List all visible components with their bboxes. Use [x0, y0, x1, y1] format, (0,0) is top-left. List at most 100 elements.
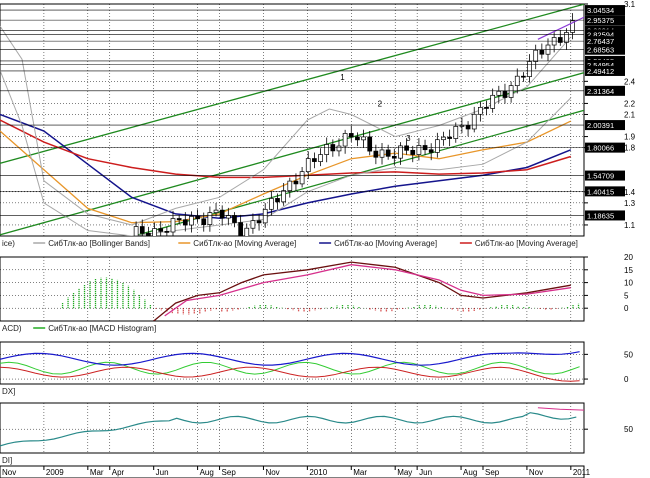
dmi-lines — [0, 351, 580, 382]
candle-body — [404, 145, 409, 151]
y-tick-label: 50 — [624, 425, 633, 434]
candle-body — [164, 231, 170, 233]
price-tag-box — [585, 44, 625, 55]
candle-body — [287, 180, 293, 191]
time-tick-label: Jun — [156, 468, 169, 477]
candle-body — [312, 158, 317, 162]
macd-histogram-bars — [61, 277, 580, 315]
legend-label: ice) — [2, 239, 15, 248]
candle-body — [299, 171, 305, 185]
y-tick-label: 1.1 — [624, 221, 636, 230]
legend-label: ACD) — [2, 324, 22, 333]
candle-body — [225, 215, 231, 219]
price-tag-label: 2.54954 — [587, 61, 614, 70]
legend-label: СибТлк-ао [Bollinger Bands] — [48, 239, 150, 248]
legend-label: DX] — [2, 387, 15, 396]
y-tick-label: 1.8 — [624, 144, 636, 153]
dmi-panel[interactable]: 50 0 DX] — [0, 341, 633, 396]
candle-body — [447, 136, 452, 139]
candle-body — [416, 145, 422, 155]
price-tag-box — [585, 65, 625, 76]
candle-body — [502, 90, 508, 98]
candle-body — [355, 136, 360, 141]
time-axis[interactable]: Nov 2009 Mar Apr Jun Aug Sep Nov 2010 Mar May Jun Au… — [0, 465, 591, 478]
candle-body — [398, 145, 403, 159]
price-tag-box — [585, 5, 625, 16]
price-tag-label: 2.49412 — [587, 67, 614, 76]
channel-label: 2 — [378, 100, 383, 109]
price-tag-label: 2.68563 — [587, 46, 614, 55]
price-tag-label: 1.54709 — [587, 172, 614, 181]
candle-body — [207, 212, 213, 225]
time-tick-label: Nov — [265, 468, 279, 477]
dmi-minus-line — [0, 366, 580, 382]
y-tick-label: 1.4 — [624, 188, 636, 197]
candle-body — [133, 226, 139, 236]
legend-label: СибТлк-ао [MACD Histogram] — [48, 324, 156, 333]
candle-body — [441, 136, 446, 141]
price-tag-box — [585, 36, 625, 47]
candle-body — [391, 155, 397, 159]
y-tick-label: 1.3 — [624, 199, 636, 208]
candle-body — [465, 125, 471, 130]
y-tick-label: 10 — [624, 279, 633, 288]
price-tag-label: 3.04534 — [587, 6, 614, 15]
y-tick-label: 15 — [624, 266, 633, 275]
price-tag-box — [585, 59, 625, 70]
candle-body — [201, 218, 207, 225]
candle-body — [176, 218, 182, 221]
price-tag-label: 1.18635 — [587, 211, 614, 220]
time-tick-label: Nov — [2, 468, 16, 477]
time-tick-label: Mar — [353, 468, 367, 477]
time-tick-label: Aug — [463, 468, 477, 477]
price-tag-label: 2.31364 — [587, 87, 614, 96]
moving-average-blue-line — [0, 113, 572, 220]
candle-body — [170, 218, 176, 233]
candlesticks — [133, 13, 584, 236]
candle-body — [453, 126, 459, 139]
macd-axis-ticks: 20 15 10 5 0 — [584, 253, 633, 313]
price-level-tags: 3.045342.953752.862142.825942.764372.685… — [0, 5, 625, 221]
candle-body — [139, 226, 145, 234]
adx-legend: DI] — [2, 456, 12, 465]
trend-channel-lines — [0, 4, 584, 236]
price-tag-box — [585, 210, 625, 221]
time-tick-label: May — [397, 468, 412, 477]
candle-body — [250, 220, 256, 229]
y-tick-label: 50 — [624, 350, 633, 359]
price-tag-box — [585, 170, 625, 181]
candle-body — [256, 220, 262, 224]
candle-body — [484, 107, 489, 109]
time-tick-label: 2010 — [309, 468, 327, 477]
adx-dmi-line — [0, 351, 580, 366]
candle-body — [293, 180, 299, 185]
dmi-legend: DX] — [2, 387, 15, 396]
candle-body — [158, 228, 164, 232]
candle-body — [336, 145, 342, 152]
time-tick-label: Jun — [419, 468, 432, 477]
price-tag-box — [585, 15, 625, 26]
legend-label: СибТлк-ао [Moving Average] — [334, 239, 437, 248]
candle-body — [238, 222, 243, 236]
time-tick-label: Sep — [222, 468, 237, 477]
candle-body — [379, 149, 385, 158]
candle-body — [514, 75, 520, 87]
channel-line — [0, 72, 584, 236]
price-tag-box — [585, 120, 625, 131]
time-axis-frame — [0, 465, 585, 478]
candle-body — [324, 144, 330, 155]
candle-body — [195, 216, 200, 220]
price-panel[interactable]: 123 3.12.42.22.11.91.81.41.31.1 3.045342… — [0, 0, 636, 286]
y-tick-label: 20 — [624, 253, 633, 262]
macd-lines — [153, 261, 571, 321]
legend-label: СибТлк-ао [Moving Average] — [193, 239, 296, 248]
candle-body — [281, 190, 287, 203]
price-tag-box — [585, 186, 625, 197]
candle-body — [471, 113, 477, 130]
candle-body — [496, 90, 502, 96]
candle-body — [385, 149, 391, 157]
adx-panel[interactable]: 50 DI] — [0, 402, 633, 465]
macd-panel[interactable]: 20 15 10 5 0 ACD) СибТлк-ао [MACD Histogram] — [0, 253, 633, 333]
candle-body — [508, 85, 514, 98]
